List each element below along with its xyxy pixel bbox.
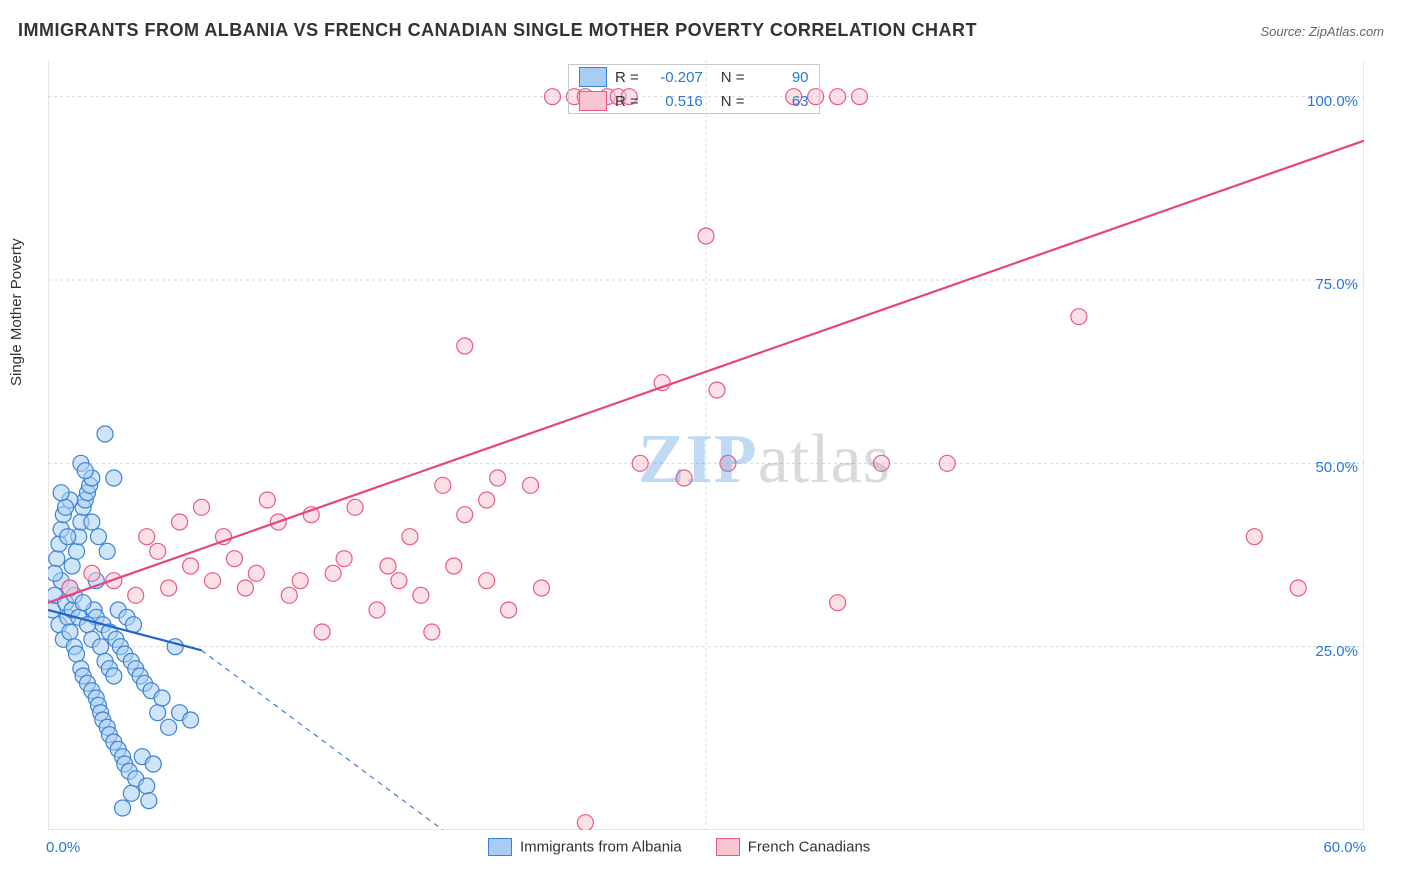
legend-series: Immigrants from Albania French Canadians <box>488 838 870 856</box>
chart-title: IMMIGRANTS FROM ALBANIA VS FRENCH CANADI… <box>18 20 977 41</box>
y-tick: 100.0% <box>1288 93 1358 110</box>
legend-series-item: Immigrants from Albania <box>488 838 682 856</box>
x-tick-right: 60.0% <box>1323 839 1366 856</box>
plot-area: ZIPatlas 25.0%50.0%75.0%100.0% 0.0% 60.0… <box>48 60 1364 830</box>
y-tick: 25.0% <box>1288 643 1358 660</box>
legend-stats-row: R =0.516N =63 <box>569 89 819 113</box>
chart-svg <box>48 60 1364 830</box>
y-tick: 75.0% <box>1288 276 1358 293</box>
legend-stats-row: R =-0.207N =90 <box>569 65 819 89</box>
legend-series-item: French Canadians <box>716 838 871 856</box>
x-tick-left: 0.0% <box>46 839 80 856</box>
y-tick: 50.0% <box>1288 459 1358 476</box>
legend-stats: R =-0.207N =90R =0.516N =63 <box>568 64 820 114</box>
source-label: Source: ZipAtlas.com <box>1260 24 1384 39</box>
y-axis-label: Single Mother Poverty <box>8 238 25 386</box>
